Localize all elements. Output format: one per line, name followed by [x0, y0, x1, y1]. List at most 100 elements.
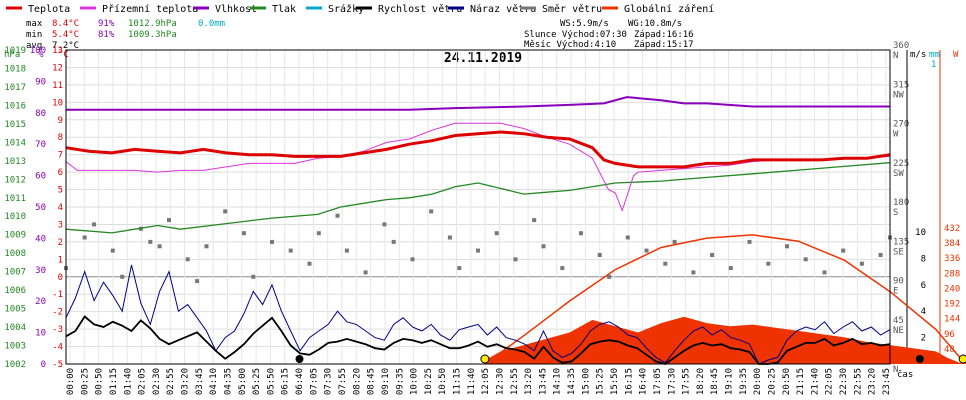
tick-label-c: -1 [52, 290, 63, 300]
tick-label-x: 06:15 [281, 368, 291, 395]
wind-dir-point [195, 279, 200, 284]
stats-max-rain: 0.0mm [198, 19, 225, 29]
tick-label-hpa: 1014 [4, 138, 26, 148]
tick-label-x: 10:00 [410, 368, 420, 395]
tick-label-c: 3 [58, 220, 63, 230]
wind-dir-point [644, 248, 649, 253]
tick-label-pct: 50 [35, 203, 46, 213]
tick-label-hpa: 1010 [4, 212, 26, 222]
tick-label-ms: 4 [921, 307, 926, 317]
moonrise-marker [295, 355, 304, 363]
wind-dir-point [859, 261, 864, 266]
tick-label-c: 6 [58, 168, 63, 178]
tick-label-dir: 90 [893, 277, 904, 287]
wind-dir-point [663, 261, 668, 266]
wind-dir-point [204, 244, 209, 249]
wind-dir-point [672, 239, 677, 244]
stats-max-label: max [26, 19, 43, 29]
tick-label-x: 01:40 [123, 368, 133, 395]
wind-dir-point [382, 222, 387, 227]
stats-min-label: min [26, 30, 42, 40]
tick-label-hpa: 1011 [4, 194, 26, 204]
tick-label-pct: 30 [35, 266, 46, 276]
stats-min-hum: 81% [98, 30, 115, 40]
info-sun: Slunce Východ:07:30 [524, 30, 627, 40]
tick-label-hpa: 1007 [4, 268, 26, 278]
info-block: WS:5.9m/s WG:10.8m/s Slunce Východ:07:30… [524, 19, 694, 50]
wind-dir-point [728, 266, 733, 271]
tick-label-hpa: 1009 [4, 231, 26, 241]
tick-label-dir: SE [893, 247, 904, 257]
wind-dir-point [607, 274, 612, 279]
tick-label-dir: 270 [893, 120, 909, 130]
wind-dir-point [532, 218, 537, 223]
tick-label-x: 11:15 [453, 368, 463, 395]
wind-dir-point [391, 239, 396, 244]
tick-label-c: 8 [58, 133, 63, 143]
tick-label-w: 432 [944, 224, 960, 234]
tick-label-dir: E [893, 287, 898, 297]
tick-label-hpa: 1016 [4, 101, 26, 111]
tick-label-x: 12:05 [481, 368, 491, 395]
wind-dir-point [344, 248, 349, 253]
tick-label-c: 13 [52, 46, 63, 56]
legend-label: Globální záření [624, 3, 714, 15]
tick-label-ms: 8 [921, 254, 926, 264]
tick-label-c: 10 [52, 98, 63, 108]
tick-label-x: 14:10 [553, 368, 563, 395]
tick-label-x: 02:05 [138, 368, 148, 395]
tick-label-x: 17:55 [682, 368, 692, 395]
tick-label-dir: W [893, 130, 899, 140]
legend-label: Přízemní teplota [102, 3, 198, 15]
tick-label-hpa: 1012 [4, 175, 26, 185]
tick-label-x: 11:40 [467, 368, 477, 395]
tick-label-x: 22:55 [853, 368, 863, 395]
tick-label-hpa: 1019 [4, 46, 26, 56]
wind-dir-point [476, 248, 480, 253]
stats-min-press: 1009.3hPa [128, 30, 177, 40]
tick-label-pct: 70 [35, 140, 46, 150]
wind-dir-point [92, 222, 97, 227]
axis-unit-pct: % [38, 50, 44, 60]
tick-label-dir: NE [893, 326, 904, 336]
tick-label-ms: 10 [915, 228, 926, 238]
tick-label-x: 04:35 [223, 368, 233, 395]
tick-label-pct: 100 [30, 46, 46, 56]
tick-label-x: 07:55 [338, 368, 348, 395]
legend-label: Rychlost větru [378, 3, 462, 15]
wind-dir-point [541, 244, 546, 249]
stats-max-temp: 8.4°C [52, 19, 79, 29]
sunset-marker [958, 354, 966, 364]
tick-label-x: 00:50 [95, 368, 105, 395]
stats-avg-label: avg [26, 41, 42, 51]
wind-dir-point [120, 274, 125, 279]
tick-label-x: 17:05 [653, 368, 663, 395]
wind-dir-point [785, 244, 789, 249]
tick-label-pct: 10 [35, 329, 46, 339]
wind-dir-point [82, 235, 87, 240]
series-humidity [66, 96, 890, 111]
legend-label: Směr větru [542, 3, 602, 15]
info-moon-set: Západ:15:17 [634, 40, 694, 50]
stats-max-hum: 91% [98, 19, 115, 29]
tick-label-w: 96 [944, 330, 955, 340]
wind-dir-point [223, 209, 228, 214]
wind-dir-point [878, 253, 883, 257]
tick-label-x: 22:30 [839, 368, 849, 395]
tick-label-pct: 80 [35, 109, 46, 119]
tick-label-x: 09:10 [381, 368, 391, 395]
tick-label-x: 10:50 [438, 368, 448, 395]
wind-dir-point [110, 248, 115, 253]
tick-label-ms: 2 [921, 334, 926, 344]
series-wind-speed [65, 315, 891, 365]
legend-label: Teplota [28, 4, 70, 15]
tick-label-w: 192 [944, 300, 960, 310]
tick-label-x: 20:25 [767, 368, 777, 395]
tick-label-c: -4 [52, 343, 63, 353]
wind-dir-point [447, 235, 452, 240]
tick-label-hpa: 1017 [4, 83, 26, 93]
tick-label-x: 19:10 [725, 368, 735, 395]
tick-label-hpa: 1008 [4, 249, 26, 259]
tick-label-ms: 6 [921, 281, 926, 291]
plot-frame [65, 49, 891, 365]
